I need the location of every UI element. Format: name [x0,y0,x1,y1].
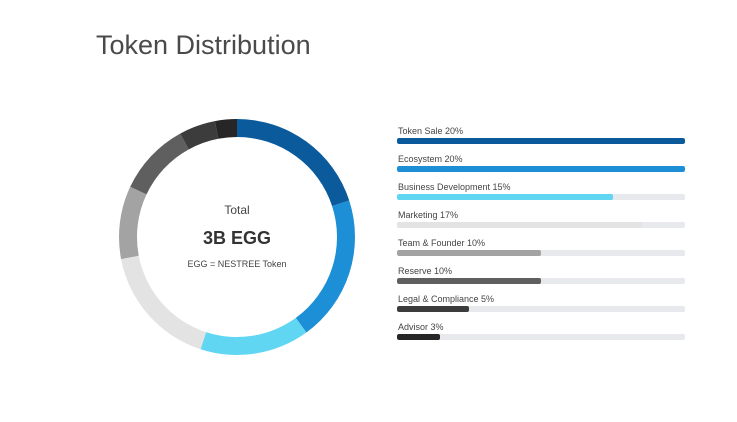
donut-chart-svg [119,119,355,355]
bar-row-team-and-founder: Team & Founder 10% [397,238,687,266]
total-label: Total [224,203,250,217]
bar-fill-advisor [397,334,441,340]
donut-slice-reserve [130,133,189,195]
bar-fill-ecosystem [397,166,685,172]
bar-fill-team-and-founder [397,250,541,256]
bar-track-marketing [397,222,685,228]
donut-slice-ecosystem [295,200,355,333]
bar-row-advisor: Advisor 3% [397,322,687,350]
donut-slice-legal-and-compliance [180,121,219,150]
bar-row-legal-and-compliance: Legal & Compliance 5% [397,294,687,322]
bar-track-legal-and-compliance [397,306,685,312]
donut-slice-business-development [200,317,307,355]
page-title: Token Distribution [96,30,311,60]
bar-track-team-and-founder [397,250,685,256]
bar-label-business-development: Business Development 15% [398,182,511,192]
total-value: 3B EGG [202,228,272,248]
bar-track-token-sale [397,138,685,144]
donut-chart: Total 3B EGG EGG = NESTREE Token [117,117,357,357]
donut-slice-marketing [121,255,207,350]
bar-label-ecosystem: Ecosystem 20% [398,154,463,164]
bar-track-reserve [397,278,685,284]
bar-fill-marketing [397,222,642,228]
bar-track-business-development [397,194,685,200]
bar-row-token-sale: Token Sale 20% [397,126,687,154]
bar-label-reserve: Reserve 10% [398,266,453,276]
bar-fill-reserve [397,278,541,284]
bar-fill-legal-and-compliance [397,306,469,312]
bar-label-token-sale: Token Sale 20% [398,126,464,136]
bar-track-ecosystem [397,166,685,172]
bar-fill-business-development [397,194,613,200]
bar-row-business-development: Business Development 15% [397,182,687,210]
distribution-bar-list: Token Sale 20% Ecosystem 20% Business Deve… [397,126,687,350]
donut-slice-team-and-founder [119,186,147,260]
bar-track-advisor [397,334,685,340]
bar-fill-token-sale [397,138,685,144]
bar-label-legal-and-compliance: Legal & Compliance 5% [398,294,495,304]
donut-center: Total 3B EGG EGG = NESTREE Token [117,117,357,357]
bar-label-advisor: Advisor 3% [398,322,444,332]
bar-row-marketing: Marketing 17% [397,210,687,238]
bar-row-reserve: Reserve 10% [397,266,687,294]
donut-slice-token-sale [237,119,350,207]
bar-label-marketing: Marketing 17% [398,210,459,220]
bar-label-team-and-founder: Team & Founder 10% [398,238,486,248]
token-note: EGG = NESTREE Token [187,259,287,269]
bar-row-ecosystem: Ecosystem 20% [397,154,687,182]
donut-slice-advisor [214,119,237,139]
